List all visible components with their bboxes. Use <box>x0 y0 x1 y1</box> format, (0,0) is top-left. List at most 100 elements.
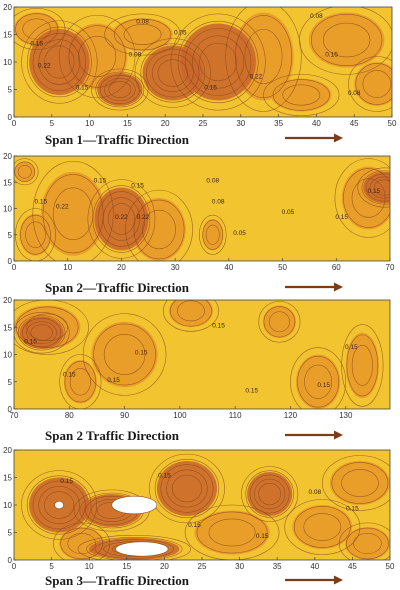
traffic-direction-arrow-icon <box>285 282 343 292</box>
x-tick-label: 40 <box>312 119 321 128</box>
x-tick-label: 80 <box>65 411 74 420</box>
contour-line <box>157 59 188 87</box>
contour-line <box>244 29 283 84</box>
span-2b-contour-plot: 0.15 0.15 0.15 0.15 0.15 0.15 0.15 0.15 70 80 90 10… <box>3 296 391 420</box>
contour-label: 0.15 <box>94 177 107 184</box>
contour-line <box>199 42 237 82</box>
contour-region-level-1 <box>168 300 214 328</box>
contour-label: 0.22 <box>38 63 51 70</box>
contour-region-level-1 <box>14 161 36 183</box>
contour-region-level-2 <box>94 187 149 251</box>
contour-region-level-1 <box>262 305 297 339</box>
contour-line <box>140 43 206 103</box>
contour-line <box>26 313 68 341</box>
contour-label: 0.15 <box>212 322 225 329</box>
span-3-caption: Span 3—Traffic Direction <box>45 573 189 588</box>
contour-line <box>341 324 384 407</box>
contour-line <box>225 7 302 112</box>
contour-region-level-1 <box>296 354 341 409</box>
contour-line <box>26 475 92 535</box>
span-2a-contour-plot: 0.15 0.15 0.22 0.22 0.22 0.15 0.08 0.08 0.05 0.05… <box>3 152 395 272</box>
contour-label: 0.08 <box>206 177 219 184</box>
contour-label: 0.15 <box>256 533 269 540</box>
y-tick-label: 20 <box>3 296 12 305</box>
x-tick-label: 40 <box>310 562 319 571</box>
contour-line <box>353 533 382 554</box>
contour-line <box>346 334 379 397</box>
contour-region-level-2 <box>156 461 218 516</box>
contour-line <box>25 221 46 249</box>
void-region <box>115 541 169 557</box>
contour-line <box>346 527 389 560</box>
contour-region-level-1 <box>91 321 158 388</box>
span-1-contour-plot: 0.15 0.08 0.05 0.22 0.08 0.15 0.15 0.22 0.15 0.08… <box>3 3 397 128</box>
y-tick-label: 0 <box>8 405 13 414</box>
contour-region-level-1 <box>194 510 270 555</box>
contour-region-level-1 <box>19 213 52 256</box>
contour-line <box>93 323 156 386</box>
y-tick-label: 20 <box>3 152 12 161</box>
contour-line <box>78 35 117 78</box>
span-1-panel: 0.15 0.08 0.05 0.22 0.08 0.15 0.15 0.22 0.15 0.08… <box>0 0 400 150</box>
x-tick-label: 35 <box>273 562 282 571</box>
contour-line <box>30 324 53 342</box>
contour-line <box>369 176 390 199</box>
x-tick-label: 20 <box>117 263 126 272</box>
contour-label: 0.15 <box>63 371 76 378</box>
x-tick-label: 50 <box>386 562 395 571</box>
x-tick-label: 130 <box>339 411 353 420</box>
contour-line <box>32 160 114 261</box>
contour-line <box>53 522 111 560</box>
contour-line <box>170 300 212 327</box>
contour-line <box>20 214 51 255</box>
void-region <box>54 500 64 510</box>
contour-line <box>125 189 193 261</box>
x-tick-label: 15 <box>123 119 132 128</box>
contour-line <box>263 74 340 116</box>
x-tick-label: 10 <box>85 562 94 571</box>
contour-line <box>177 300 205 322</box>
x-tick-label: 30 <box>236 119 245 128</box>
y-tick-label: 10 <box>3 205 12 214</box>
contour-line <box>104 13 181 56</box>
contour-line <box>86 537 183 560</box>
traffic-direction-arrow-icon <box>285 575 343 585</box>
contour-label: 0.08 <box>348 90 361 97</box>
contour-line <box>17 164 32 179</box>
x-tick-label: 70 <box>386 263 395 272</box>
contour-line <box>91 68 149 111</box>
contour-line <box>134 38 211 108</box>
contour-line <box>334 158 390 238</box>
contour-line <box>123 24 162 45</box>
y-tick-label: 5 <box>8 231 13 240</box>
contour-line <box>60 527 104 560</box>
contour-label: 0.22 <box>250 74 263 81</box>
contour-region-level-1 <box>271 78 332 112</box>
contour-region-level-1 <box>354 62 392 106</box>
traffic-direction-arrow-icon <box>285 430 343 440</box>
contour-line <box>94 539 174 559</box>
contour-line <box>341 469 379 497</box>
contour-line <box>151 53 194 93</box>
contour-line <box>202 219 224 250</box>
contour-label: 0.15 <box>346 506 359 513</box>
contour-line <box>184 28 252 96</box>
contour-line <box>184 504 280 560</box>
contour-line <box>133 199 185 260</box>
contour-line <box>68 25 126 88</box>
contour-line <box>149 453 225 524</box>
contour-line <box>44 45 75 79</box>
contour-line <box>351 178 386 218</box>
x-tick-label: 120 <box>284 411 298 420</box>
contour-label: 0.15 <box>35 198 48 205</box>
contour-label: 0.15 <box>76 85 89 92</box>
contour-region-level-1 <box>202 219 224 251</box>
contour-line <box>17 315 66 351</box>
span-3-panel: 0.15 0.15 0.15 0.08 0.15 0.15 0 5 10 15 20 25 30 35 40… <box>0 443 400 590</box>
x-tick-label: 50 <box>388 119 397 128</box>
traffic-direction-arrow-icon <box>285 133 343 143</box>
contour-label: 0.08 <box>136 19 149 26</box>
contour-line <box>208 518 256 547</box>
y-tick-label: 15 <box>3 474 12 483</box>
contour-region-level-1 <box>112 18 173 51</box>
